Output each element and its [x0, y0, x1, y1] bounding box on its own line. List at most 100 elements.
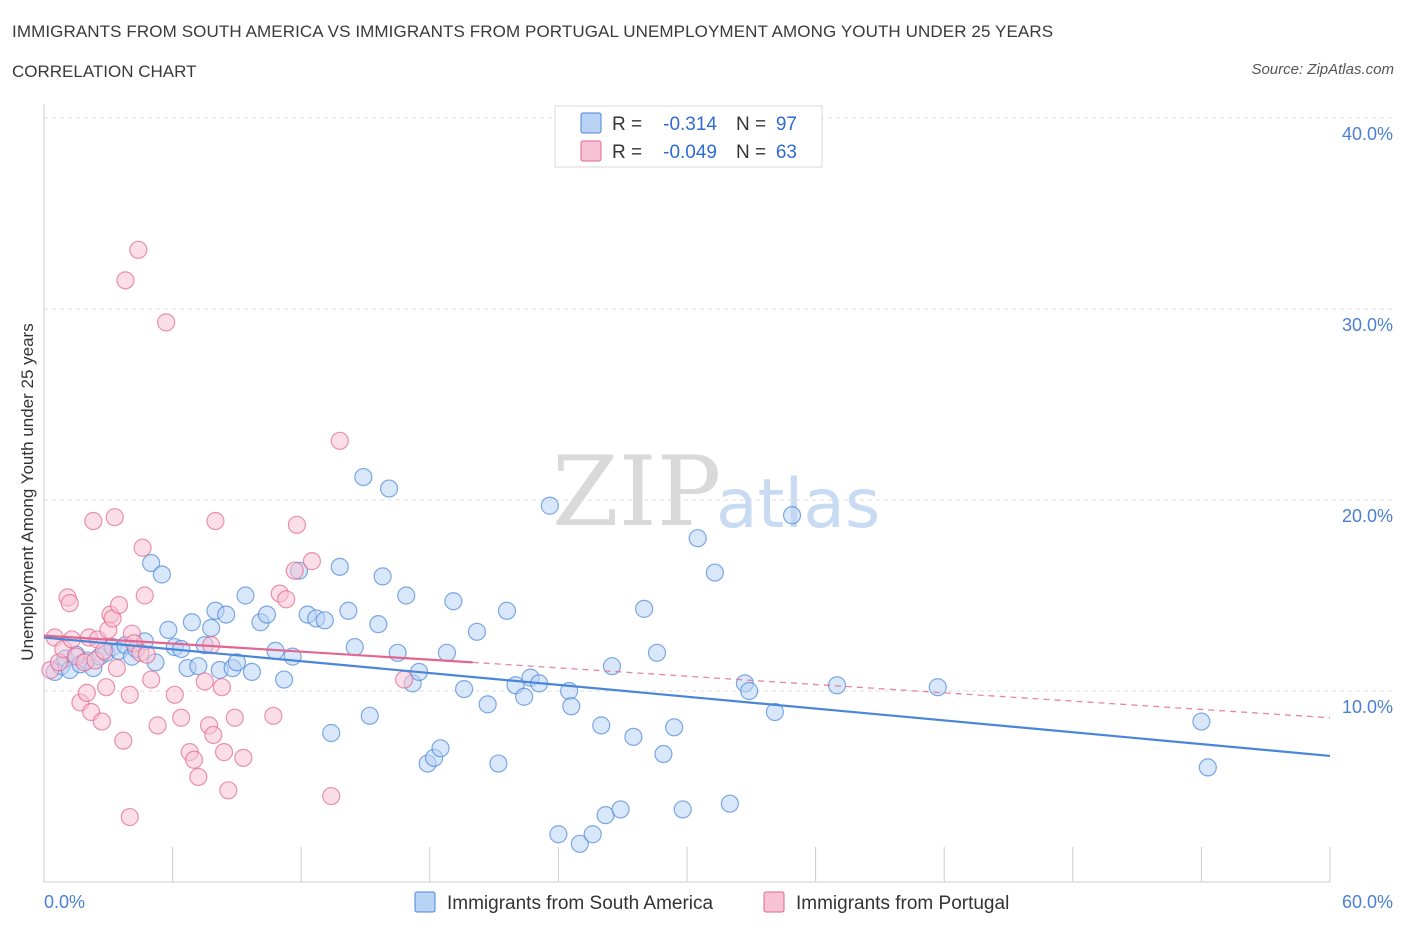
portugal-point [77, 683, 96, 703]
watermark-zip: ZIP [552, 436, 721, 548]
south-america-point [540, 496, 559, 515]
south-america-point [478, 695, 497, 714]
south-america-point [339, 601, 358, 620]
legend-n-label-blue: N = [736, 114, 766, 135]
south-america-point [274, 670, 294, 689]
x-ticks [172, 847, 1331, 882]
portugal-point [322, 786, 341, 806]
portugal-point [206, 511, 225, 531]
south-america-point [397, 586, 416, 605]
portugal-point [184, 750, 204, 769]
south-america-point [330, 557, 349, 576]
portugal-point [107, 658, 126, 678]
south-america-point [647, 643, 667, 662]
south-america-point [159, 620, 178, 639]
portugal-point [394, 670, 414, 689]
south-america-point [562, 697, 581, 716]
south-america-point [379, 479, 399, 498]
chart-title: IMMIGRANTS FROM SOUTH AMERICA VS IMMIGRA… [12, 22, 1054, 41]
south-america-point [602, 657, 622, 676]
portugal-point [172, 708, 191, 727]
south-america-point [454, 679, 474, 699]
portugal-point [135, 586, 154, 605]
south-america-point [202, 618, 221, 638]
legend-n-label-pink: N = [736, 142, 766, 163]
south-america-point [583, 825, 602, 844]
portugal-point [105, 508, 124, 527]
y-tick-labels: 10.0% 20.0% 30.0% 40.0% [1342, 124, 1393, 717]
portugal-point [133, 538, 152, 557]
south-america-point [673, 800, 692, 819]
south-america-point [437, 643, 457, 662]
portugal-point [195, 672, 214, 691]
south-america-point [354, 467, 373, 487]
south-america-point [489, 754, 508, 773]
south-america-point [360, 706, 379, 725]
portugal-point [109, 595, 129, 615]
south-america-point [720, 794, 739, 813]
south-america-point [444, 592, 463, 611]
south-america-point [142, 553, 161, 573]
watermark: ZIP atlas [552, 436, 880, 548]
south-america-point [345, 637, 364, 657]
south-america-point [928, 678, 947, 697]
south-america-point [665, 718, 684, 737]
portugal-point [120, 685, 139, 704]
x-tick-label-max: 60.0% [1342, 892, 1393, 912]
south-america-point [515, 687, 534, 706]
bottom-legend-swatch-pink [763, 891, 785, 913]
portugal-point [204, 725, 223, 745]
trend-line-portugal-extension [472, 661, 1331, 719]
portugal-point [219, 781, 238, 800]
chart-subtitle: CORRELATION CHART [12, 62, 197, 81]
portugal-point [330, 431, 349, 450]
legend-r-value-blue: -0.314 [663, 114, 717, 135]
south-america-point [467, 622, 487, 641]
south-america-point [315, 611, 334, 630]
x-tick-label-min: 0.0% [44, 892, 85, 912]
south-america-point [217, 605, 236, 624]
y-tick-label-30: 30.0% [1342, 315, 1393, 335]
south-america-point [227, 653, 246, 672]
y-tick-label-40: 40.0% [1342, 124, 1393, 144]
trend-line-portugal [43, 634, 473, 664]
legend-r-value-pink: -0.049 [663, 142, 717, 163]
south-america-point [654, 744, 673, 764]
south-america-point [740, 681, 759, 701]
south-america-point [242, 662, 262, 682]
portugal-point [287, 515, 307, 534]
portugal-point [92, 712, 111, 731]
portugal-point [116, 271, 135, 290]
source-label: Source: ZipAtlas.com [1251, 61, 1394, 78]
y-tick-label-10: 10.0% [1342, 697, 1393, 717]
portugal-point [142, 670, 161, 689]
portugal-point [285, 561, 304, 580]
portugal-point [137, 645, 156, 664]
bottom-legend-swatch-blue [414, 891, 436, 913]
south-america-point [624, 727, 643, 746]
grid-lines [44, 117, 1393, 692]
portugal-point [97, 678, 116, 697]
legend-r-label-pink: R = [612, 142, 642, 163]
series-legend: Immigrants from South America Immigrants… [414, 891, 1009, 914]
portugal-point [234, 748, 253, 767]
south-america-point [369, 615, 388, 634]
south-america-point [236, 586, 255, 605]
portugal-point [120, 807, 139, 827]
legend-r-label-blue: R = [612, 114, 642, 135]
bottom-legend-label-blue: Immigrants from South America [447, 893, 714, 914]
legend-n-value-blue: 97 [776, 114, 797, 135]
portugal-point [212, 678, 231, 697]
trend-line-south-america [43, 636, 1331, 758]
portugal-point [277, 590, 296, 609]
legend-n-value-pink: 63 [776, 142, 797, 163]
portugal-point [148, 716, 167, 735]
south-america-point [373, 567, 392, 586]
south-america-point [765, 702, 784, 722]
south-america-point [705, 563, 724, 582]
south-america-point [1192, 712, 1211, 731]
south-america-point [182, 613, 201, 632]
south-america-point [688, 529, 707, 548]
south-america-point [611, 800, 630, 819]
